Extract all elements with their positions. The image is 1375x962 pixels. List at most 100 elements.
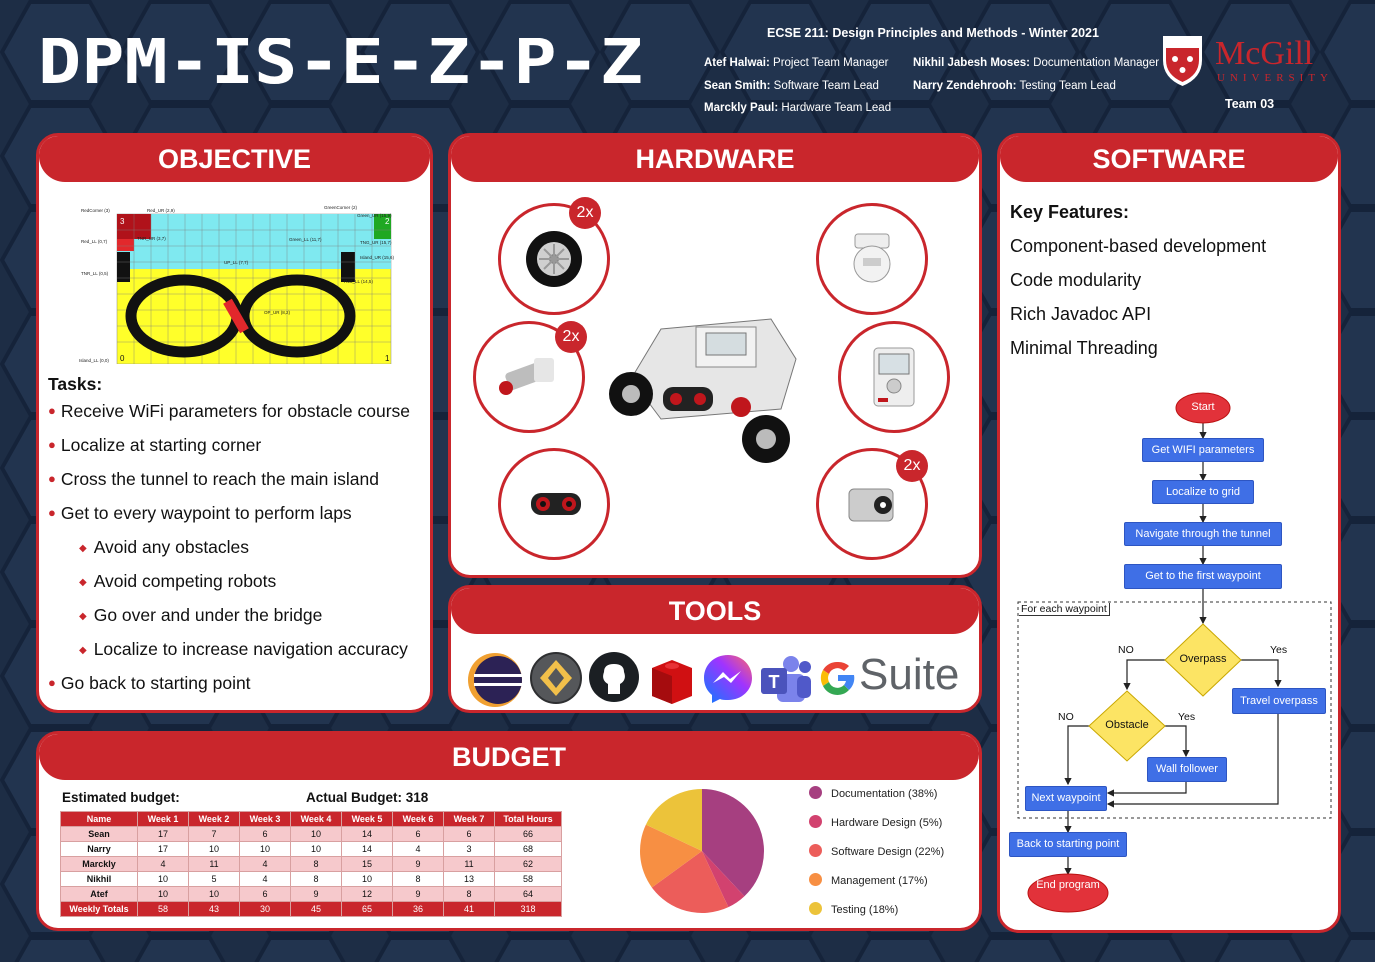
hours-cell: 6	[239, 826, 291, 842]
hours-cell: 4	[239, 856, 291, 872]
table-row: Marckly 4 11 4 8 15 9 11 62	[60, 856, 562, 872]
row-name-cell: Narry	[60, 841, 138, 857]
row-name-cell: Weekly Totals	[60, 901, 138, 917]
hours-cell: 62	[494, 856, 562, 872]
column-header: Week 5	[341, 811, 393, 827]
hours-cell: 8	[290, 856, 342, 872]
ev3-brick-icon	[873, 347, 915, 407]
gyro-circle	[816, 203, 928, 315]
ultrasonic-sensor-icon	[531, 493, 581, 515]
column-header: Week 2	[188, 811, 240, 827]
objective-panel: OBJECTIVE RedCorner (3) Red_UR (2,9) Gre…	[36, 133, 433, 713]
legend-item: Software Design (22%)	[809, 844, 944, 858]
hours-cell: 6	[239, 886, 291, 902]
tools-heading: TOOLS	[451, 588, 979, 634]
pie-slice	[651, 851, 729, 913]
flow-loop-label: For each waypoint	[1019, 603, 1110, 616]
flowchart-connectors	[1017, 392, 1332, 913]
flow-back-to-start: Back to starting point	[1009, 832, 1127, 857]
color-sensor-icon	[848, 488, 894, 522]
hours-cell: 68	[494, 841, 562, 857]
google-g-icon	[820, 661, 855, 695]
wheel-icon	[526, 231, 582, 287]
legend-label: Documentation (38%)	[831, 788, 938, 800]
ultrasonic-circle	[498, 448, 610, 560]
flow-end: End program	[1036, 879, 1100, 891]
hours-cell: 5	[188, 871, 240, 887]
flow-yes-label: Yes	[1178, 711, 1196, 723]
table-header-row: Name Week 1 Week 2 Week 3 Week 4 Week 5 …	[60, 811, 562, 827]
hours-cell: 10	[137, 871, 189, 887]
course-title: ECSE 211: Design Principles and Methods …	[767, 26, 1099, 40]
hours-cell: 30	[239, 901, 291, 917]
task-item: ● Receive WiFi parameters for obstacle co…	[48, 401, 411, 421]
subtask-item: ◆ Localize to increase navigation accurac…	[79, 639, 408, 659]
feature-item: Code modularity	[1010, 270, 1142, 290]
legend-item: Documentation (38%)	[809, 786, 937, 800]
objective-heading: OBJECTIVE	[39, 136, 430, 182]
flow-localize: Localize to grid	[1152, 480, 1254, 504]
svg-text:0: 0	[120, 354, 125, 363]
row-name-cell: Nikhil	[60, 871, 138, 887]
svg-text:3: 3	[120, 217, 125, 226]
team-label: Team 03	[1225, 97, 1275, 111]
budget-table: Name Week 1 Week 2 Week 3 Week 4 Week 5 …	[60, 811, 562, 917]
hours-cell: 10	[239, 841, 291, 857]
actual-budget-label: Actual Budget: 318	[306, 790, 429, 805]
svg-text:Green_LL (11,7): Green_LL (11,7)	[289, 237, 322, 242]
hours-cell: 4	[137, 856, 189, 872]
flow-overpass: Overpass	[1179, 653, 1227, 665]
hours-cell: 7	[188, 826, 240, 842]
table-row: Sean 17 7 6 10 14 6 6 66	[60, 826, 562, 842]
pie-slice	[640, 824, 702, 888]
hours-cell: 9	[392, 856, 444, 872]
svg-text:Island_UR (15,6): Island_UR (15,6)	[360, 255, 395, 260]
flow-travel-overpass: Travel overpass	[1232, 688, 1326, 714]
gradle-icon	[530, 652, 582, 704]
task-item: ● Go back to starting point	[48, 673, 251, 693]
legend-label: Management (17%)	[831, 875, 928, 887]
subtask-item: ◆ Avoid competing robots	[79, 571, 277, 591]
row-name-cell: Atef	[60, 886, 138, 902]
svg-text:TNR_UR (3,7): TNR_UR (3,7)	[137, 236, 166, 241]
svg-text:TNG_UR (15,7): TNG_UR (15,7)	[360, 240, 392, 245]
hours-cell: 14	[341, 841, 393, 857]
flow-start: Start	[1191, 401, 1215, 413]
tools-panel: TOOLS T Suite	[448, 585, 982, 713]
flow-yes-label: Yes	[1270, 644, 1288, 656]
legend-item: Hardware Design (5%)	[809, 815, 942, 829]
svg-text:UP_LL (7,7): UP_LL (7,7)	[224, 260, 249, 265]
flow-no-label: NO	[1058, 711, 1074, 723]
estimated-budget-label: Estimated budget:	[62, 790, 180, 805]
hours-cell: 41	[443, 901, 495, 917]
legend-swatch	[809, 786, 822, 799]
column-header: Week 1	[137, 811, 189, 827]
hours-cell: 17	[137, 841, 189, 857]
flow-next-waypoint: Next waypoint	[1025, 786, 1107, 811]
pie-slice	[645, 789, 702, 851]
hours-cell: 318	[494, 901, 562, 917]
hours-cell: 36	[392, 901, 444, 917]
hours-cell: 66	[494, 826, 562, 842]
hours-cell: 8	[290, 871, 342, 887]
column-header: Week 6	[392, 811, 444, 827]
quantity-badge: 2x	[896, 450, 928, 482]
member-nikhil: Nikhil Jabesh Moses: Documentation Manag…	[913, 57, 1160, 69]
legend-swatch	[809, 902, 822, 915]
hours-cell: 10	[290, 826, 342, 842]
legend-label: Hardware Design (5%)	[831, 817, 943, 829]
legend-swatch	[809, 815, 822, 828]
quantity-badge: 2x	[555, 321, 587, 353]
feature-item: Component-based development	[1010, 236, 1267, 256]
software-panel: SOFTWARE Key Features: Component-based d…	[997, 133, 1341, 933]
hours-cell: 3	[443, 841, 495, 857]
hours-cell: 8	[392, 871, 444, 887]
hours-cell: 10	[341, 871, 393, 887]
svg-text:RedCorner (3): RedCorner (3)	[81, 208, 110, 213]
budget-pie-chart	[640, 789, 764, 913]
row-name-cell: Sean	[60, 826, 138, 842]
hours-cell: 10	[188, 841, 240, 857]
flow-obstacle: Obstacle	[1105, 719, 1149, 731]
gsuite-label: Suite	[859, 650, 960, 699]
hours-cell: 13	[443, 871, 495, 887]
